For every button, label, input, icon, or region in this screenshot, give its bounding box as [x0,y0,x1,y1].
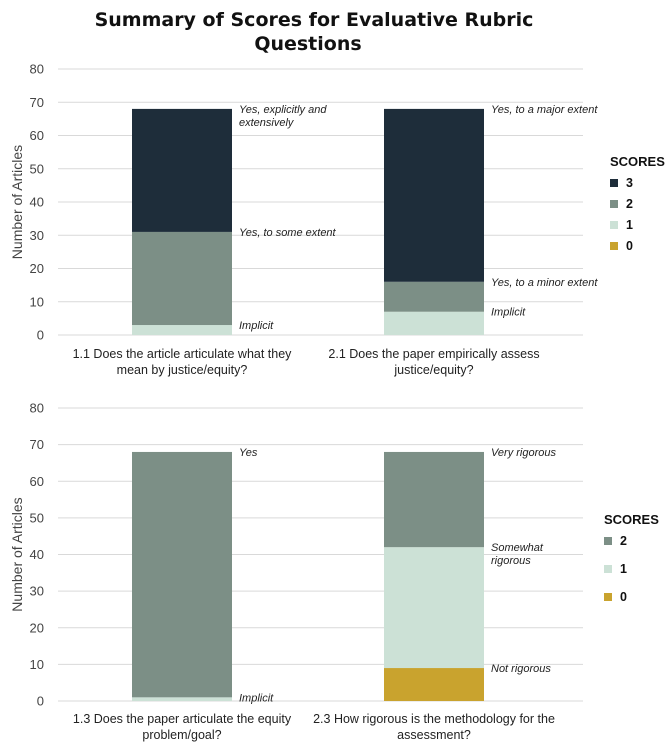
segment-annotation: rigorous [491,555,531,567]
segment-annotation: Not rigorous [491,663,551,675]
legend-swatch-score-2 [604,537,612,545]
bar-segment-score-2 [132,231,232,326]
chart-title-line-2: Questions [254,33,361,55]
x-category-label: problem/goal? [142,728,221,742]
y-tick-label: 20 [30,261,44,276]
bar-segment-score-3 [132,108,232,232]
bar-segment-score-1 [132,325,232,335]
y-tick-label: 40 [30,547,44,562]
y-tick-label: 50 [30,161,44,176]
legend-swatch-score-1 [610,221,618,229]
segment-annotation: Yes, explicitly and [239,104,327,116]
chart-title-line-1: Summary of Scores for Evaluative Rubric [95,9,534,31]
segment-annotation: Very rigorous [491,447,557,459]
legend-swatch-score-0 [604,593,612,601]
segment-annotation: Somewhat [491,542,544,554]
bar-segment-score-2 [384,281,484,312]
legend-label: 1 [626,218,633,232]
legend-swatch-score-1 [604,565,612,573]
y-tick-label: 60 [30,128,44,143]
bar-segment-score-1 [384,311,484,335]
legend-swatch-score-0 [610,242,618,250]
legend-label: 2 [620,534,627,548]
y-tick-label: 80 [30,401,44,416]
y-tick-label: 40 [30,195,44,210]
y-tick-label: 20 [30,620,44,635]
segment-annotation: Yes [239,447,258,459]
legend: SCORES 2 1 0 [604,512,659,604]
legend-swatch-score-3 [610,179,618,187]
legend-title: SCORES [610,154,665,169]
segment-annotation: extensively [239,117,295,129]
legend-label: 3 [626,176,633,190]
x-category-label: mean by justice/equity? [117,363,248,377]
y-tick-label: 50 [30,510,44,525]
y-tick-label: 30 [30,584,44,599]
segment-annotation: Yes, to a minor extent [491,277,598,289]
legend: SCORES 3 2 1 0 [610,154,665,253]
bar-segment-score-2 [132,451,232,698]
x-category-label: assessment? [397,728,471,742]
y-axis-label: Number of Articles [9,145,25,259]
bar-segment-score-0 [384,668,484,701]
segment-annotation: Implicit [239,692,274,704]
y-tick-label: 80 [30,62,44,77]
legend-label: 1 [620,562,627,576]
legend-title: SCORES [604,512,659,527]
x-category-label: 2.3 How rigorous is the methodology for … [313,712,555,726]
y-tick-label: 30 [30,228,44,243]
y-tick-label: 60 [30,474,44,489]
y-tick-label: 70 [30,95,44,110]
legend-swatch-score-2 [610,200,618,208]
bar-segment-score-1 [132,697,232,701]
segment-annotation: Implicit [239,320,274,332]
bar-segment-score-3 [384,108,484,282]
y-axis-label: Number of Articles [9,497,25,611]
y-tick-label: 0 [37,694,44,709]
y-tick-label: 10 [30,657,44,672]
bar-segment-score-2 [384,451,484,548]
y-tick-label: 70 [30,437,44,452]
x-category-label: 2.1 Does the paper empirically assess [328,347,539,361]
x-category-label: 1.3 Does the paper articulate the equity [73,712,292,726]
segment-annotation: Yes, to a major extent [491,104,598,116]
legend-label: 0 [620,590,627,604]
legend-label: 2 [626,197,633,211]
y-tick-label: 10 [30,294,44,309]
y-tick-label: 0 [37,328,44,343]
x-category-label: 1.1 Does the article articulate what the… [73,347,293,361]
segment-annotation: Yes, to some extent [239,227,337,239]
segment-annotation: Implicit [491,307,526,319]
x-category-label: justice/equity? [393,363,473,377]
bar-segment-score-1 [384,547,484,669]
legend-label: 0 [626,239,633,253]
